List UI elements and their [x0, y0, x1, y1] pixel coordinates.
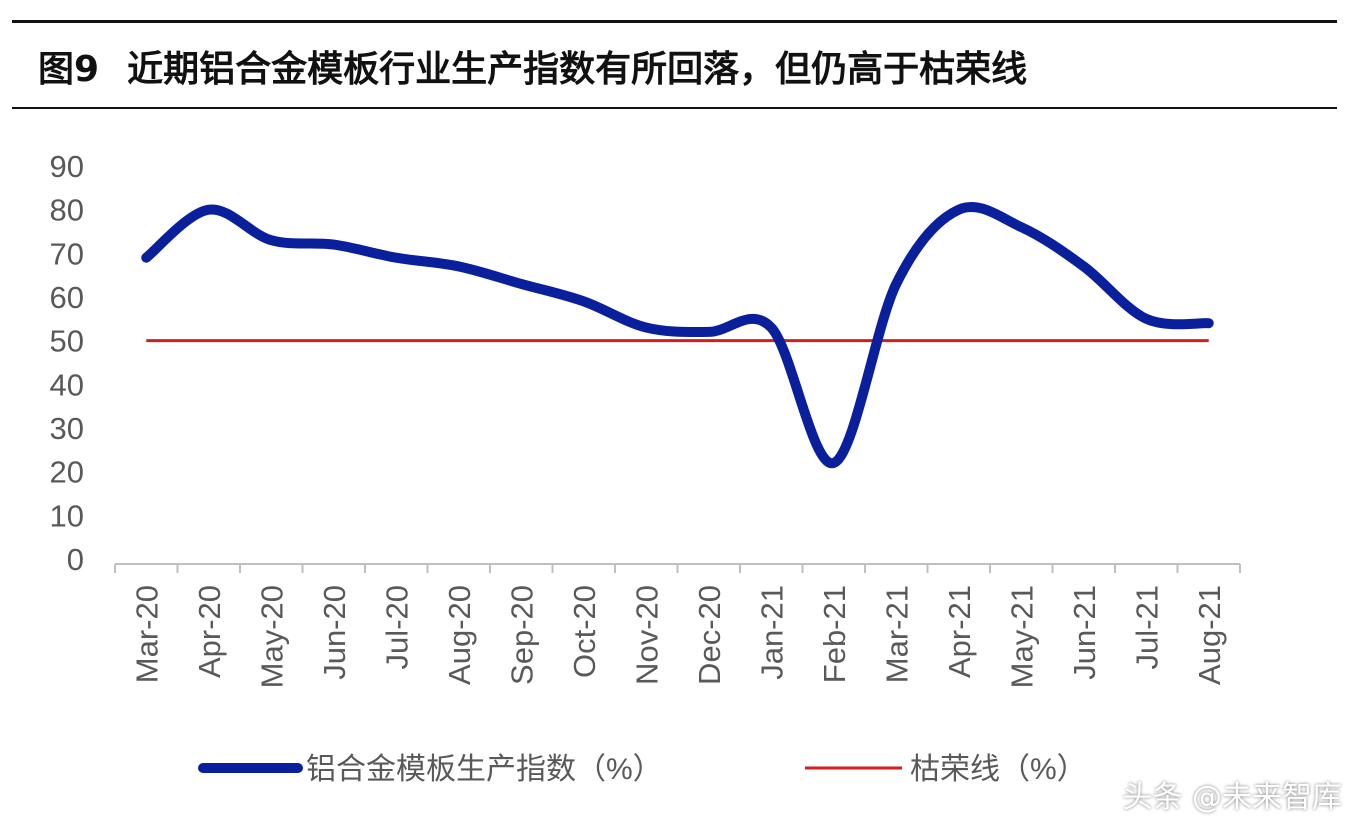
y-tick-label: 60 [50, 280, 84, 315]
watermark: 头条 @未来智库 [1122, 780, 1342, 815]
y-tick-label: 0 [67, 542, 84, 577]
y-tick-label: 10 [50, 498, 84, 533]
legend-label-index: 铝合金模板生产指数（%） [306, 753, 663, 786]
x-tick-label: Jun-20 [317, 585, 352, 680]
legend: 铝合金模板生产指数（%） 枯荣线（%） [198, 753, 1087, 786]
x-tick-label: Dec-20 [692, 585, 727, 685]
y-tick-label: 50 [50, 324, 84, 359]
series-layer [141, 201, 1214, 468]
y-tick-label: 80 [50, 193, 84, 228]
y-tick-label: 30 [50, 411, 84, 446]
x-tick-label: Jan-21 [754, 585, 789, 680]
x-tick-label: Jul-20 [379, 585, 414, 669]
figure-title: 图9 近期铝合金模板行业生产指数有所回落，但仍高于枯荣线 [38, 40, 1027, 92]
x-tick-label: Feb-21 [817, 585, 852, 683]
y-tick-label: 70 [50, 236, 84, 271]
y-tick-label: 20 [50, 455, 84, 490]
x-tick-label: Mar-21 [879, 585, 914, 683]
legend-label-threshold: 枯荣线（%） [910, 753, 1087, 786]
x-tick-label: Aug-21 [1192, 585, 1227, 685]
x-tick-label: Oct-20 [567, 585, 602, 678]
x-tick-label: May-21 [1004, 585, 1039, 688]
figure-title-text: 近期铝合金模板行业生产指数有所回落，但仍高于枯荣线 [127, 49, 1028, 90]
x-tick-label: Aug-20 [442, 585, 477, 685]
y-tick-label: 40 [50, 367, 84, 402]
x-tick-label: Apr-21 [942, 585, 977, 678]
y-axis-ticks: 0 10 20 30 40 50 60 70 80 90 [50, 149, 84, 577]
x-tick-label: Jun-21 [1067, 585, 1102, 680]
x-tick-label: Mar-20 [129, 585, 164, 683]
x-tick-label: Nov-20 [629, 585, 664, 685]
figure-label: 图9 [38, 49, 100, 90]
x-tick-label: Sep-20 [504, 585, 539, 685]
title-bottom-rule [12, 107, 1337, 109]
y-tick-label: 90 [50, 149, 84, 184]
x-axis-ticks: Mar-20 Apr-20 May-20 Jun-20 Jul-20 Aug-20 Sep-… [114, 564, 1241, 688]
series-line-index [141, 201, 1214, 468]
title-top-rule [12, 20, 1337, 23]
x-tick-label: May-20 [254, 585, 289, 688]
x-tick-label: Apr-20 [192, 585, 227, 678]
x-tick-label: Jul-21 [1129, 585, 1164, 669]
